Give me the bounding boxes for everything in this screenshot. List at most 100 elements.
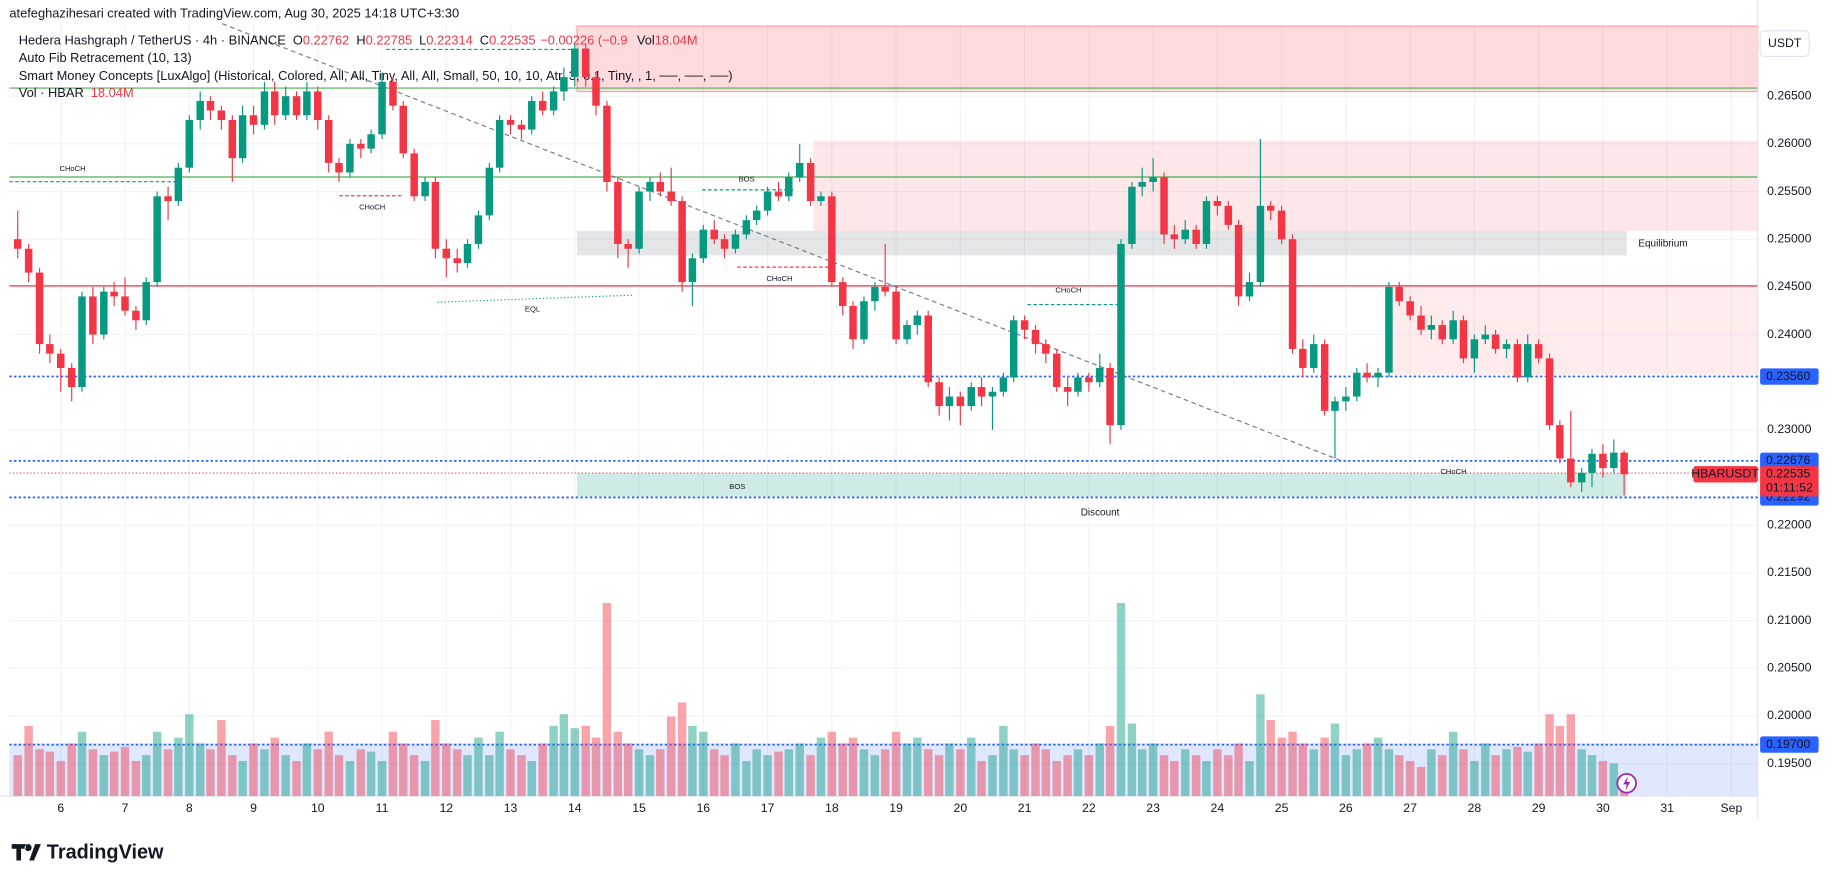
y-tick-label: 0.25000 [1767, 231, 1812, 245]
candle-body [1470, 339, 1479, 359]
volume-bar [142, 755, 151, 797]
structure-label: BOS [739, 174, 755, 183]
candle-body [303, 91, 311, 116]
y-tick-label: 0.23000 [1767, 422, 1812, 436]
volume-bar [1405, 760, 1415, 797]
volume-bar [463, 755, 472, 797]
volume-bar [195, 743, 205, 797]
volume-bar [1341, 755, 1351, 797]
candle-body [731, 234, 740, 249]
candle-body [635, 191, 643, 249]
ohlc-value: 0.22535 [489, 33, 535, 48]
volume-bar [806, 755, 815, 797]
x-tick-label: 18 [825, 801, 839, 815]
candle-body [1117, 243, 1125, 426]
candle-body [1042, 344, 1050, 354]
candle-body [142, 282, 150, 321]
volume-bar [377, 760, 387, 797]
candle-body [581, 48, 590, 78]
volume-bar [1148, 743, 1158, 797]
volume-bar [1116, 602, 1126, 797]
volume-bar [270, 737, 279, 797]
volume-bar [891, 731, 901, 797]
candle-body [517, 124, 526, 130]
x-tick-label: 21 [1018, 801, 1032, 815]
volume-bar [131, 760, 141, 797]
volume-bar [1427, 749, 1436, 797]
volume-bar [848, 737, 858, 797]
candle-body [1556, 425, 1564, 459]
candle-body [967, 387, 976, 407]
volume-bar [977, 760, 986, 797]
candle-body [1202, 201, 1211, 244]
indicator-legend: Auto Fib Retracement (10, 13) [19, 50, 192, 65]
volume-bar [967, 737, 976, 797]
equilibrium-zone [576, 230, 1627, 256]
credit: atefeghazihesari created with TradingVie… [9, 6, 459, 21]
countdown: 01:11:52 [1766, 481, 1813, 495]
candle-body [1395, 286, 1403, 302]
volume-bar [602, 602, 612, 797]
x-tick-label: 28 [1468, 801, 1482, 815]
candle-body [1138, 182, 1146, 187]
vol-value: 18.04M [655, 33, 698, 48]
candle-body [485, 167, 494, 216]
candle-body [292, 96, 301, 116]
volume-bar [1031, 743, 1040, 797]
candle-body [1213, 201, 1222, 206]
volume-bar [1256, 694, 1265, 797]
candle-body [560, 77, 568, 92]
candle-body [699, 229, 708, 259]
candle-body [431, 182, 440, 249]
candle-body [1106, 367, 1114, 426]
symbol-label: HBARUSDT [1691, 467, 1759, 481]
volume-bar [356, 749, 366, 797]
volume-bar [1438, 755, 1447, 797]
volume-bar [442, 743, 451, 797]
candle-body [185, 120, 194, 168]
volume-bar [217, 720, 226, 797]
volume-bar [1416, 766, 1426, 797]
x-tick-label: 9 [250, 801, 257, 815]
volume-bar [1384, 749, 1394, 797]
candle-body [357, 143, 365, 149]
candle-body [281, 96, 290, 116]
level-badge [1760, 736, 1819, 753]
volume-bar [1320, 737, 1329, 797]
candle-body [389, 81, 397, 106]
currency-badge[interactable] [1759, 30, 1810, 58]
candle-body [871, 286, 879, 302]
x-tick-label: 30 [1596, 801, 1610, 815]
volume-bar [763, 755, 772, 797]
volume-bar [281, 755, 290, 797]
ohlc-value: 0.22762 [303, 33, 349, 48]
volume-bar [302, 743, 312, 797]
x-tick-label: Sep [1721, 801, 1743, 815]
candle-body [270, 91, 279, 116]
volume-bar [109, 751, 119, 797]
candle-body [442, 248, 451, 259]
candle-body [1491, 334, 1500, 349]
zone-label: Equilibrium [1638, 238, 1687, 249]
candle-body [1063, 387, 1072, 392]
candle-body [196, 100, 204, 121]
volume-bar [988, 755, 997, 797]
candle-body [67, 367, 76, 388]
volume-bar [1095, 743, 1104, 797]
volume-bar [1352, 749, 1362, 797]
volume-bar [720, 755, 729, 797]
volume-bar [1288, 731, 1297, 797]
volume-bar [1020, 755, 1029, 797]
candle-body [614, 182, 622, 244]
candle-body [378, 81, 386, 135]
discount-zone [576, 473, 1627, 497]
y-tick-label: 0.24000 [1767, 327, 1812, 341]
volume-bar [495, 731, 504, 797]
y-tick-label: 0.20500 [1767, 661, 1812, 675]
volume-bar [1330, 723, 1340, 797]
x-tick-label: 29 [1532, 801, 1546, 815]
volume-name: Vol · HBAR [19, 85, 84, 100]
candle-body [1224, 205, 1233, 225]
volume-bar [623, 743, 633, 797]
candle-body [249, 115, 258, 125]
